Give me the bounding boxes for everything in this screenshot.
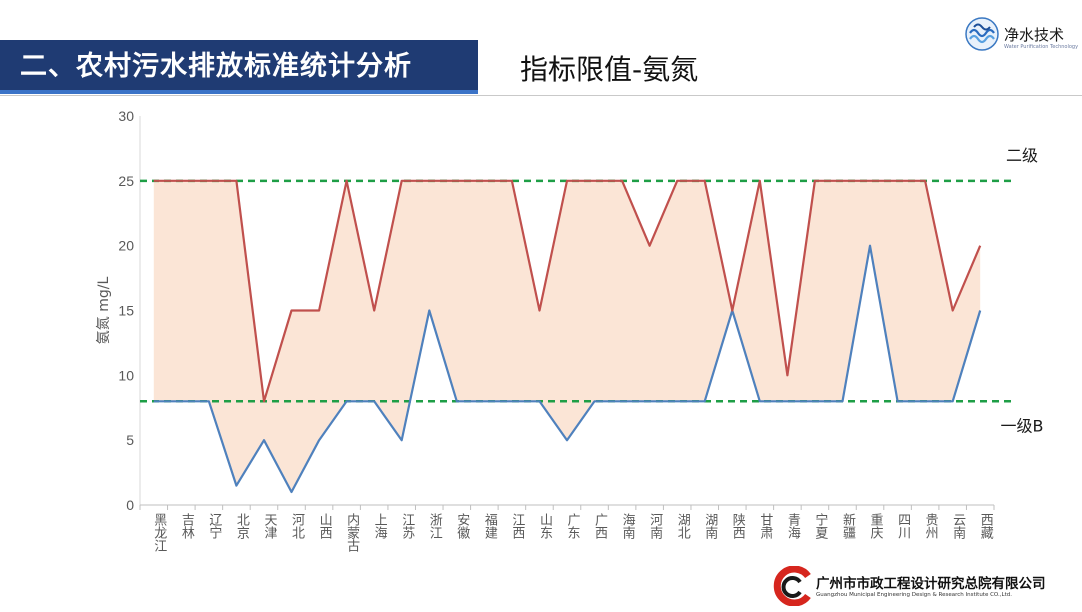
- y-tick-label: 15: [118, 303, 134, 319]
- logo-script-text: 净水技术: [1004, 26, 1065, 44]
- x-tick-label: 辽宁: [206, 513, 222, 539]
- y-axis-label: 氨氮 mg/L: [96, 277, 112, 345]
- water-drop-icon: [965, 17, 999, 51]
- page-subtitle: 指标限值-氨氮: [520, 53, 699, 86]
- x-tick-label: 云南: [950, 513, 966, 539]
- institute-logo-icon: [773, 565, 811, 607]
- x-tick-label: 湖北: [675, 513, 691, 540]
- y-tick-label: 5: [126, 432, 134, 448]
- reference-line-label: 一级B: [1001, 416, 1044, 435]
- page-title: 二、农村污水排放标准统计分析: [20, 51, 412, 82]
- x-tick-label: 江苏: [399, 513, 415, 539]
- y-tick-label: 30: [118, 108, 134, 124]
- lower-series-line: [153, 244, 982, 494]
- x-tick-label: 西藏: [978, 513, 994, 539]
- upper-series-line: [153, 179, 982, 403]
- x-tick-label: 吉林: [179, 513, 195, 539]
- y-tick-label: 0: [126, 497, 134, 513]
- x-tick-label: 福建: [482, 513, 498, 540]
- x-tick-label: 内蒙古: [344, 512, 360, 552]
- x-tick-label: 江西: [509, 513, 525, 539]
- x-tick-label: 甘肃: [757, 513, 773, 539]
- x-tick-label: 浙江: [427, 513, 443, 539]
- x-tick-label: 黑龙江: [151, 513, 167, 552]
- reference-line-label: 二级: [1006, 146, 1038, 165]
- institute-name-en: Guangzhou Municipal Engineering Design &…: [816, 592, 1012, 598]
- title-bar: [0, 40, 478, 94]
- x-tick-label: 山东: [537, 513, 553, 539]
- water-tech-logo: 净水技术 Water Purification Technology: [964, 16, 1078, 56]
- x-tick-label: 广西: [592, 513, 608, 539]
- x-tick-label: 广东: [565, 513, 581, 539]
- ammonia-limit-chart: 051015202530氨氮 mg/L黑龙江 吉林 辽宁 北京 天津 河北 山西 内蒙古 上海江…: [96, 108, 1044, 552]
- x-tick-label: 海南: [620, 513, 636, 539]
- header-divider: [0, 95, 1082, 96]
- x-tick-label: 上海: [372, 513, 388, 539]
- x-tick-label: 四川: [895, 513, 911, 539]
- x-tick-label: 安徽: [454, 513, 470, 539]
- y-tick-label: 10: [118, 367, 134, 383]
- x-tick-label: 河北: [289, 513, 305, 540]
- x-tick-label: 河南: [647, 513, 663, 539]
- x-tick-label: 天津: [261, 513, 277, 539]
- institute-name: 广州市市政工程设计研究总院有限公司: [816, 576, 1046, 592]
- range-band: [153, 180, 981, 493]
- x-tick-label: 重庆: [868, 512, 884, 539]
- x-tick-label: 北京: [234, 513, 250, 539]
- x-tick-label: 陕西: [730, 513, 746, 539]
- x-tick-label: 新疆: [840, 512, 856, 539]
- x-tick-label: 宁夏: [812, 512, 828, 539]
- title-accent: [0, 90, 478, 94]
- logo-sub-text: Water Purification Technology: [1004, 44, 1079, 50]
- y-tick-label: 20: [118, 238, 134, 254]
- x-tick-label: 山西: [317, 513, 333, 539]
- x-tick-label: 青海: [785, 513, 801, 539]
- x-tick-label: 贵州: [923, 513, 939, 539]
- x-tick-label: 湖南: [702, 513, 718, 539]
- footer-logo: 广州市市政工程设计研究总院有限公司 Guangzhou Municipal En…: [770, 565, 1075, 607]
- y-tick-label: 25: [118, 173, 134, 189]
